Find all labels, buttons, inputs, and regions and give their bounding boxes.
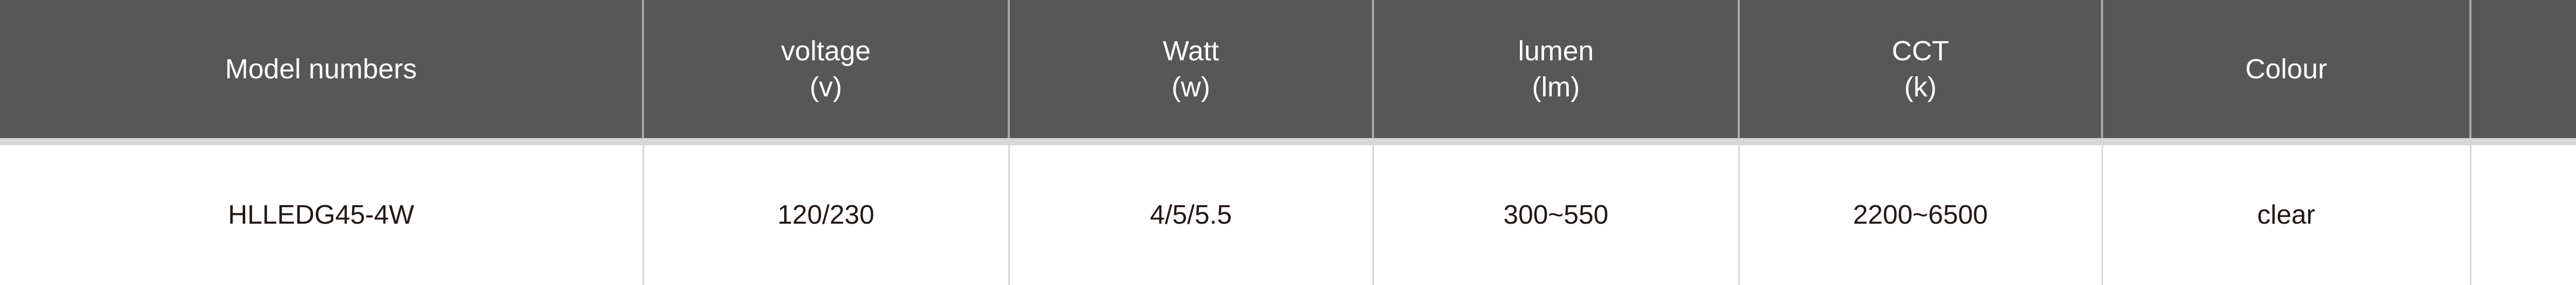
- table-row: HLLEDG45-4W 120/230 4/5/5.5 300~550 2200…: [0, 145, 2576, 285]
- column-header-cct: CCT (k): [1739, 0, 2103, 138]
- table-header: Model numbers voltage (v) Watt (w) lumen…: [0, 0, 2576, 145]
- cell-model-number: HLLEDG45-4W: [0, 145, 644, 285]
- cell-colour: clear: [2102, 145, 2471, 285]
- column-header-watt-line1: Watt: [1162, 35, 1219, 66]
- header-separator-bar: [0, 138, 2576, 145]
- column-header-watt-unit: (w): [1172, 72, 1210, 103]
- header-row: Model numbers voltage (v) Watt (w) lumen…: [0, 0, 2576, 138]
- column-header-cct-line1: CCT: [1892, 35, 1949, 66]
- cell-cct: 2200~6500: [1739, 145, 2103, 285]
- column-header-colour-line1: Colour: [2245, 53, 2328, 85]
- column-header-voltage-line1: voltage: [781, 35, 871, 66]
- column-header-lumen-unit: (lm): [1532, 72, 1580, 103]
- table-body: HLLEDG45-4W 120/230 4/5/5.5 300~550 2200…: [0, 145, 2576, 285]
- column-header-model-numbers: Model numbers: [0, 0, 644, 138]
- column-header-voltage-unit: (v): [809, 72, 842, 103]
- column-header-model-numbers-line1: Model numbers: [225, 53, 417, 85]
- column-header-filaments-count-line2: Count: [2479, 69, 2576, 105]
- header-separator-row: [0, 138, 2576, 145]
- cell-lumen: 300~550: [1373, 145, 1740, 285]
- cell-watt: 4/5/5.5: [1009, 145, 1374, 285]
- column-header-lumen-line1: lumen: [1518, 35, 1594, 66]
- cell-voltage: 120/230: [643, 145, 1010, 285]
- cell-filaments-count: 4: [2470, 145, 2576, 285]
- column-header-watt: Watt (w): [1009, 0, 1374, 138]
- column-header-lumen: lumen (lm): [1373, 0, 1740, 138]
- column-header-voltage: voltage (v): [643, 0, 1010, 138]
- column-header-colour: Colour: [2102, 0, 2471, 138]
- column-header-cct-unit: (k): [1904, 72, 1937, 103]
- column-header-filaments-count: Filaments Count: [2470, 0, 2576, 138]
